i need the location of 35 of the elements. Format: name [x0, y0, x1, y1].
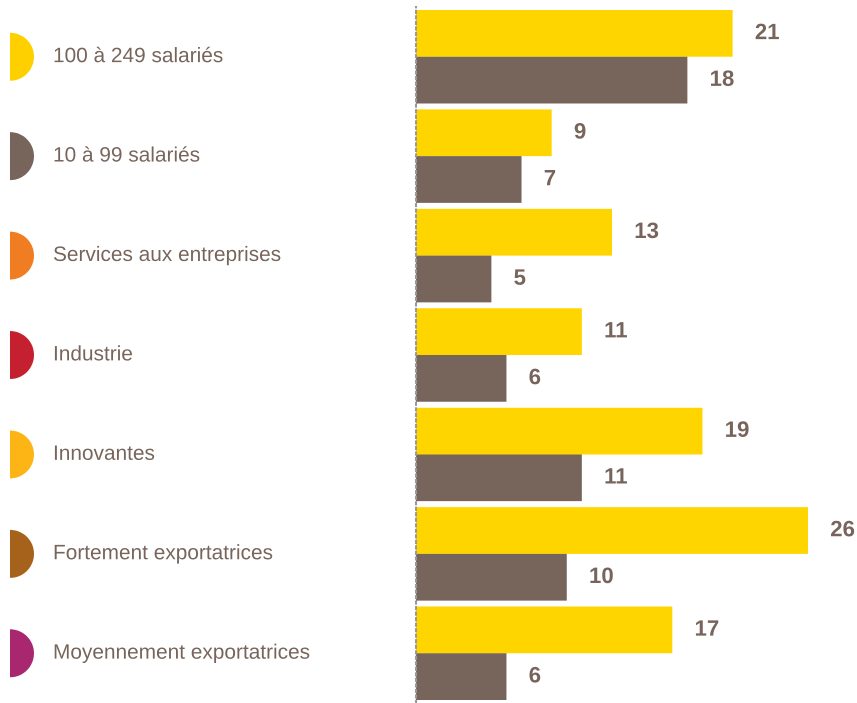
data-label: 11 — [605, 322, 627, 338]
bar — [416, 208, 612, 256]
bar — [416, 56, 688, 104]
bar — [416, 606, 672, 654]
bar — [416, 10, 733, 57]
data-label: 9 — [574, 123, 586, 139]
data-label: 7 — [544, 170, 556, 186]
bar — [416, 554, 567, 601]
y-tick-label: 100 à 249 salariés — [54, 46, 223, 62]
data-label: 5 — [514, 269, 526, 285]
data-label: 26 — [830, 520, 854, 536]
bar — [416, 308, 582, 356]
data-label: 11 — [605, 468, 627, 484]
y-tick-label: Moyennement exportatrices — [54, 644, 310, 663]
data-label: 6 — [529, 368, 540, 384]
bar — [416, 454, 582, 502]
y-tick-label: Industrie — [54, 345, 132, 361]
y-tick-label: Services aux entreprises — [54, 246, 280, 266]
bar — [416, 355, 506, 402]
bar — [416, 256, 492, 302]
bar — [416, 156, 522, 203]
bar — [416, 109, 552, 156]
y-tick-label: Innovantes — [54, 445, 154, 460]
data-label: 10 — [590, 567, 613, 584]
bar — [416, 507, 808, 554]
bar — [416, 408, 702, 454]
bar — [416, 653, 506, 700]
data-label: 19 — [726, 421, 749, 438]
data-label: 18 — [711, 70, 734, 86]
data-label: 17 — [696, 620, 718, 636]
data-label: 21 — [756, 24, 779, 40]
data-label: 13 — [636, 222, 658, 238]
y-tick-label: 10 à 99 salariés — [54, 146, 200, 162]
y-tick-label: Fortement exportatrices — [54, 544, 272, 564]
data-label: 6 — [529, 666, 540, 683]
